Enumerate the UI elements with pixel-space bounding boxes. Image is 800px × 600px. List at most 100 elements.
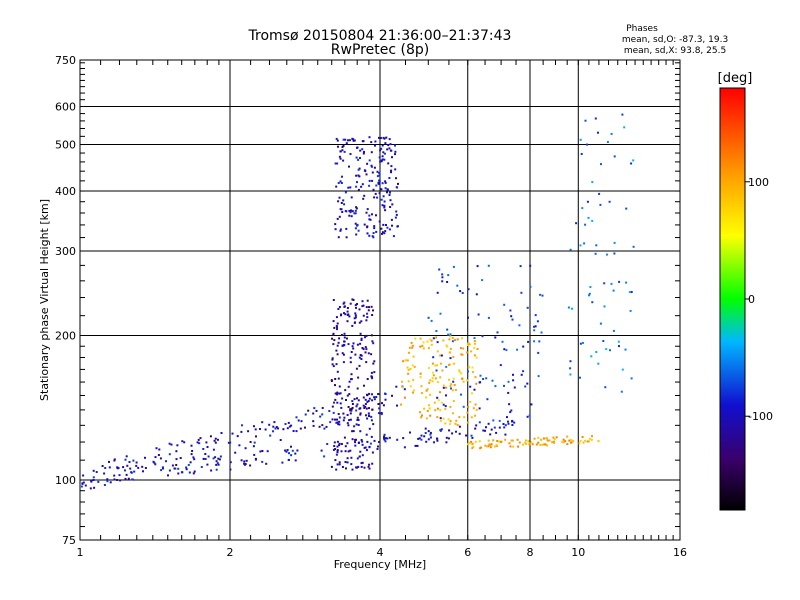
data-point — [332, 365, 335, 368]
data-point — [312, 420, 315, 423]
data-point — [439, 417, 442, 420]
data-point — [444, 408, 447, 410]
x-tick-label: 16 — [673, 546, 687, 559]
data-point — [456, 424, 459, 426]
data-point — [591, 181, 594, 184]
data-point — [323, 455, 326, 458]
data-point — [240, 430, 243, 433]
data-point — [356, 397, 358, 400]
data-point — [359, 354, 362, 356]
data-point — [368, 159, 371, 162]
data-point — [241, 424, 243, 427]
data-point — [368, 179, 371, 182]
data-point — [368, 407, 370, 410]
data-point — [618, 280, 621, 283]
data-point — [370, 164, 373, 167]
data-point — [367, 309, 370, 312]
data-point — [353, 425, 356, 428]
data-point — [581, 436, 584, 438]
data-point — [175, 464, 178, 466]
data-point — [347, 406, 350, 408]
data-point — [341, 466, 344, 468]
data-point — [351, 324, 354, 327]
data-point — [185, 468, 188, 471]
data-point — [216, 462, 219, 465]
data-point — [359, 412, 362, 415]
data-point — [190, 453, 193, 456]
data-point — [411, 364, 414, 367]
data-point — [346, 310, 349, 313]
data-point — [231, 432, 234, 435]
data-point — [335, 325, 338, 327]
data-point — [354, 222, 357, 225]
data-point — [336, 139, 339, 142]
data-point — [382, 195, 385, 198]
data-point — [384, 230, 387, 233]
data-point — [116, 466, 119, 469]
data-point — [358, 175, 361, 178]
data-point — [429, 431, 432, 434]
data-point — [338, 442, 341, 445]
data-point — [355, 367, 358, 370]
data-point — [436, 341, 439, 344]
data-point — [171, 464, 174, 467]
data-point — [421, 414, 423, 417]
data-point — [546, 439, 549, 442]
data-point — [357, 442, 360, 444]
data-point — [628, 291, 631, 294]
data-point — [492, 419, 495, 422]
data-point — [341, 211, 344, 213]
data-point — [427, 430, 430, 433]
y-tick-label: 300 — [55, 245, 76, 258]
data-point — [381, 232, 383, 235]
colorbar-ticks: -100 0 100 — [745, 176, 773, 423]
data-point — [609, 349, 611, 352]
data-point — [528, 414, 531, 417]
data-point — [409, 368, 412, 370]
data-point — [210, 469, 213, 472]
data-point — [612, 329, 615, 332]
data-point — [116, 479, 119, 481]
data-point — [620, 390, 623, 393]
data-point — [383, 206, 386, 209]
data-point — [360, 320, 363, 323]
data-point — [338, 306, 341, 308]
data-point — [356, 457, 359, 460]
data-point — [294, 459, 297, 462]
data-point — [512, 379, 515, 382]
data-point — [452, 377, 455, 380]
data-point — [137, 466, 140, 469]
data-point — [475, 382, 478, 385]
data-point — [202, 448, 205, 450]
data-point — [339, 150, 342, 153]
data-point — [333, 326, 336, 329]
data-point — [300, 420, 303, 423]
data-point — [423, 407, 426, 410]
data-point — [259, 450, 262, 453]
data-point — [439, 376, 442, 379]
data-point — [366, 208, 369, 211]
data-point — [370, 371, 373, 374]
data-point — [364, 351, 367, 354]
data-point — [434, 409, 437, 412]
data-point — [351, 298, 354, 301]
data-point — [452, 355, 455, 358]
data-point — [204, 453, 207, 455]
data-point — [482, 378, 485, 380]
data-point — [450, 383, 453, 386]
data-point — [344, 450, 347, 453]
data-point — [334, 228, 337, 231]
y-tick-label: 100 — [55, 474, 76, 487]
data-point — [449, 357, 452, 360]
data-point — [286, 449, 289, 451]
data-point — [390, 165, 393, 168]
data-point — [366, 162, 369, 165]
data-point — [254, 428, 257, 431]
data-point — [407, 368, 410, 371]
data-point — [367, 412, 370, 415]
data-point — [344, 389, 347, 392]
data-point — [249, 464, 252, 467]
data-point — [349, 449, 352, 452]
data-point — [374, 144, 376, 147]
data-point — [453, 384, 456, 386]
